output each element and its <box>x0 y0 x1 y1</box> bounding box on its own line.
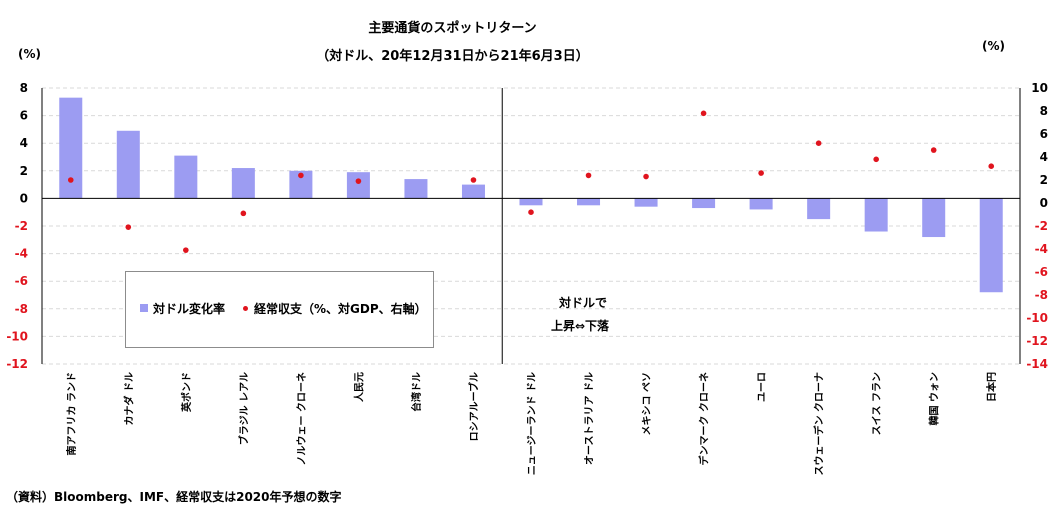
right-tick-label: -4 <box>1035 242 1048 256</box>
dot-marker <box>528 209 534 215</box>
left-tick-label: -6 <box>15 274 28 288</box>
legend-bar-swatch <box>140 304 148 312</box>
dot-marker <box>298 172 304 179</box>
legend: 対ドル変化率 経常収支（%、対GDP、右軸） <box>125 271 434 348</box>
bar <box>807 198 831 220</box>
right-tick-label: -6 <box>1035 265 1048 279</box>
left-tick-label: -8 <box>15 302 28 316</box>
tick-labels: 8 6 4 2 0 -2 -4 -6 -8 -10 -12 10 8 6 4 2 0 -2 -4 -6 -8 -10 -12… <box>6 81 1048 371</box>
chart-subtitle: （対ドル、20年12月31日から21年6月3日） <box>316 49 589 64</box>
bar <box>749 198 773 210</box>
category-label: 人民元 <box>352 372 365 402</box>
bar <box>577 198 601 206</box>
dot-marker <box>873 156 879 163</box>
right-tick-label: -10 <box>1026 311 1048 325</box>
left-tick-label: -2 <box>15 219 28 233</box>
category-label: カナダ ドル <box>122 372 135 425</box>
bar <box>346 172 370 199</box>
category-label: 英ポンド <box>180 372 193 413</box>
legend-dot-label: 経常収支（%、対GDP、右軸） <box>254 302 427 316</box>
dot-marker <box>240 210 247 217</box>
right-tick-label: 0 <box>1040 196 1048 210</box>
left-tick-label: -10 <box>6 329 28 343</box>
right-axis-unit: (%) <box>982 39 1005 53</box>
category-label: オーストラリア ドル <box>584 372 596 465</box>
chart-title: 主要通貨のスポットリターン <box>368 21 537 36</box>
right-tick-label: 2 <box>1040 173 1048 187</box>
left-tick-label: 4 <box>20 136 28 150</box>
dot-marker <box>643 173 649 180</box>
annotation-line-2: 上昇⇔下落 <box>551 319 610 333</box>
left-axis-unit: (%) <box>18 47 41 61</box>
category-label: 台湾ドル <box>410 372 423 412</box>
category-label: ブラジル レアル <box>237 372 250 445</box>
right-tick-label: 8 <box>1040 104 1048 118</box>
right-tick-label: -12 <box>1026 334 1048 348</box>
category-label: ロシアルーブル <box>467 372 480 441</box>
category-label: メキシコ ペソ <box>641 372 653 435</box>
right-tick-label: 6 <box>1040 127 1048 141</box>
right-tick-label: 10 <box>1031 81 1048 95</box>
dot-marker <box>700 110 707 117</box>
bar <box>922 198 946 238</box>
dot-marker <box>470 177 477 183</box>
bar-series <box>59 97 1003 293</box>
dot-marker <box>125 224 132 230</box>
bar <box>289 170 313 199</box>
source-note: （資料）Bloomberg、IMF、経常収支は2020年予想の数字 <box>6 490 342 504</box>
dot-marker <box>815 140 822 146</box>
category-label: デンマーク クローネ <box>698 372 711 465</box>
right-tick-label: -14 <box>1026 357 1048 371</box>
bar <box>59 97 83 199</box>
legend-dot-marker <box>243 306 248 311</box>
category-label: ユーロ <box>757 372 768 402</box>
bar <box>519 198 543 206</box>
bar <box>634 198 658 207</box>
right-tick-label: -2 <box>1035 219 1048 233</box>
annotation-line-1: 対ドルで <box>559 296 608 310</box>
dot-marker <box>355 178 362 184</box>
bar <box>692 198 716 209</box>
dot-marker <box>183 247 189 253</box>
dot-marker <box>930 147 937 153</box>
category-label: スイス フラン <box>871 372 883 435</box>
bar <box>116 130 140 199</box>
category-label: スウェーデン クローナ <box>813 372 826 475</box>
left-tick-label: 6 <box>20 109 28 123</box>
bar <box>174 155 198 199</box>
dot-marker <box>758 170 764 176</box>
left-tick-label: -12 <box>6 357 28 371</box>
bar <box>461 184 485 199</box>
dot-marker <box>67 177 74 183</box>
dot-series <box>67 110 995 253</box>
category-label: ノルウェー クローネ <box>296 372 308 465</box>
dot-marker <box>585 172 592 179</box>
axes <box>41 88 1021 364</box>
category-label: 南アフリカ ランド <box>65 372 78 455</box>
left-tick-label: 8 <box>20 81 28 95</box>
category-label: 日本円 <box>985 372 998 402</box>
bar <box>231 168 255 199</box>
category-label: 韓国 ウォン <box>928 372 941 425</box>
category-labels: 南アフリカ ランド カナダ ドル 英ポンド ブラジル レアル ノルウェー クローネ 人民元… <box>65 372 998 475</box>
category-label: ニュージーランド ドル <box>526 372 538 475</box>
right-tick-label: -8 <box>1035 288 1048 302</box>
left-tick-label: 2 <box>20 164 28 178</box>
left-tick-label: -4 <box>15 247 28 261</box>
dot-marker <box>988 163 995 169</box>
right-tick-label: 4 <box>1040 150 1048 164</box>
bar <box>864 198 888 232</box>
bar <box>404 179 428 199</box>
left-tick-label: 0 <box>20 191 28 205</box>
legend-bar-label: 対ドル変化率 <box>153 302 226 316</box>
bar <box>979 198 1003 293</box>
